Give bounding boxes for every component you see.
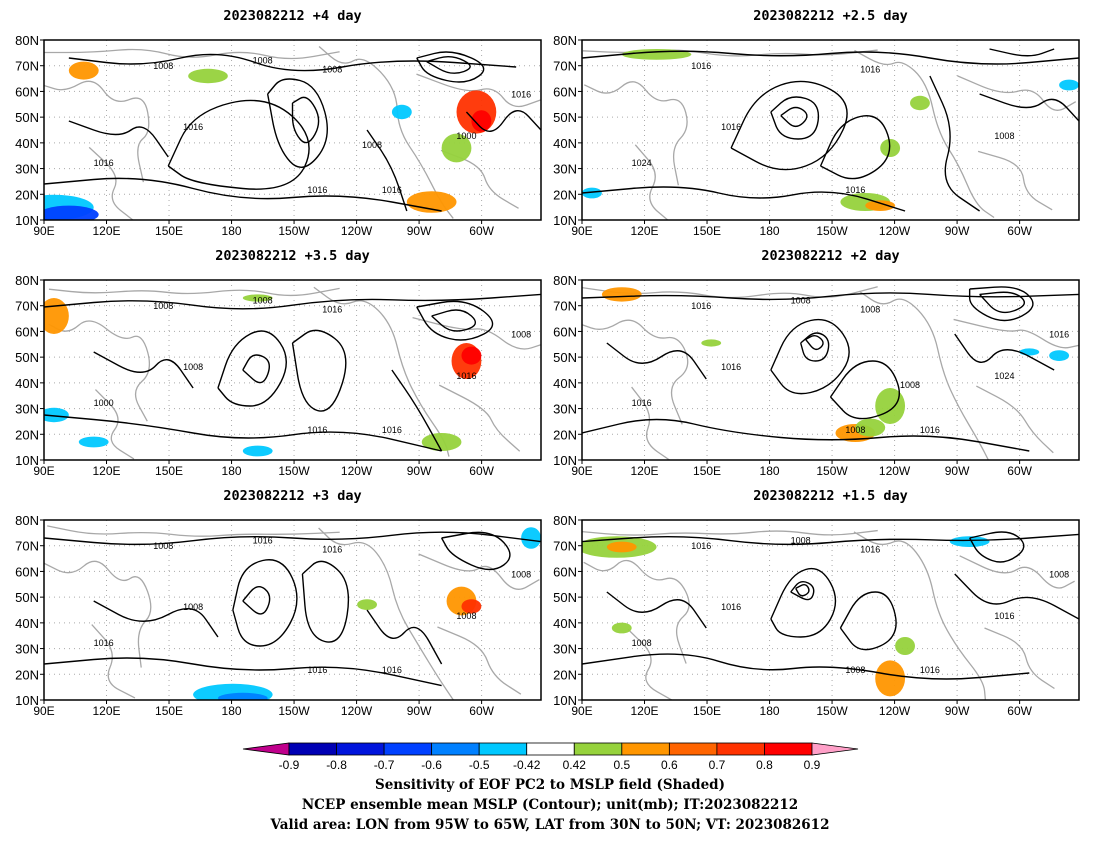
colorbar-tick-label: -0.5 (469, 758, 490, 772)
panel-title: 2023082212 +3.5 day (215, 248, 370, 264)
panel-title: 2023082212 +4 day (223, 8, 362, 24)
colorbar-box (431, 742, 480, 756)
colorbar-tick-label: 0.8 (756, 758, 773, 772)
panel-title: 2023082212 +1.5 day (753, 488, 908, 504)
colorbar-box (336, 742, 385, 756)
colorbar-box (764, 742, 813, 756)
colorbar-min-triangle (242, 742, 290, 756)
colorbar-tick-label: 0.6 (661, 758, 678, 772)
colorbar-max-triangle (811, 742, 859, 756)
panel-title: 2023082212 +3 day (223, 488, 362, 504)
panel-title: 2023082212 +2.5 day (753, 8, 908, 24)
colorbar-tick-label: -0.8 (326, 758, 347, 772)
caption-line-3: Valid area: LON from 95W to 65W, LAT fro… (270, 817, 830, 833)
colorbar-box (526, 742, 575, 756)
colorbar-tick-label: 0.42 (563, 758, 587, 772)
colorbar-graphic: -0.9 -0.8 -0.7 -0.6 -0.5 -0.42 0.42 0.5 0.6 0.7 0.… (242, 742, 859, 772)
colorbar-box (716, 742, 765, 756)
colorbar-tick-label: 0.7 (709, 758, 726, 772)
colorbar-tick-label: -0.7 (374, 758, 395, 772)
caption-line-1: Sensitivity of EOF PC2 to MSLP field (Sh… (374, 777, 726, 793)
panel-title: 2023082212 +2 day (761, 248, 900, 264)
colorbar: -0.9 -0.8 -0.7 -0.6 -0.5 -0.42 0.42 0.5 0.6 0.7 0.… (242, 742, 859, 772)
colorbar-box (573, 742, 623, 756)
caption-line-2: NCEP ensemble mean MSLP (Contour); unit(… (301, 797, 799, 813)
colorbar-tick-label: -0.6 (421, 758, 442, 772)
colorbar-box (668, 742, 718, 756)
colorbar-tick-label: -0.9 (279, 758, 300, 772)
colorbar-box (288, 742, 337, 756)
colorbar-tick-label: 0.5 (613, 758, 630, 772)
colorbar-box (478, 742, 528, 756)
colorbar-box (383, 742, 433, 756)
colorbar-box (621, 742, 670, 756)
colorbar-tick-label: -0.42 (513, 758, 541, 772)
colorbar-tick-label: 0.9 (804, 758, 821, 772)
